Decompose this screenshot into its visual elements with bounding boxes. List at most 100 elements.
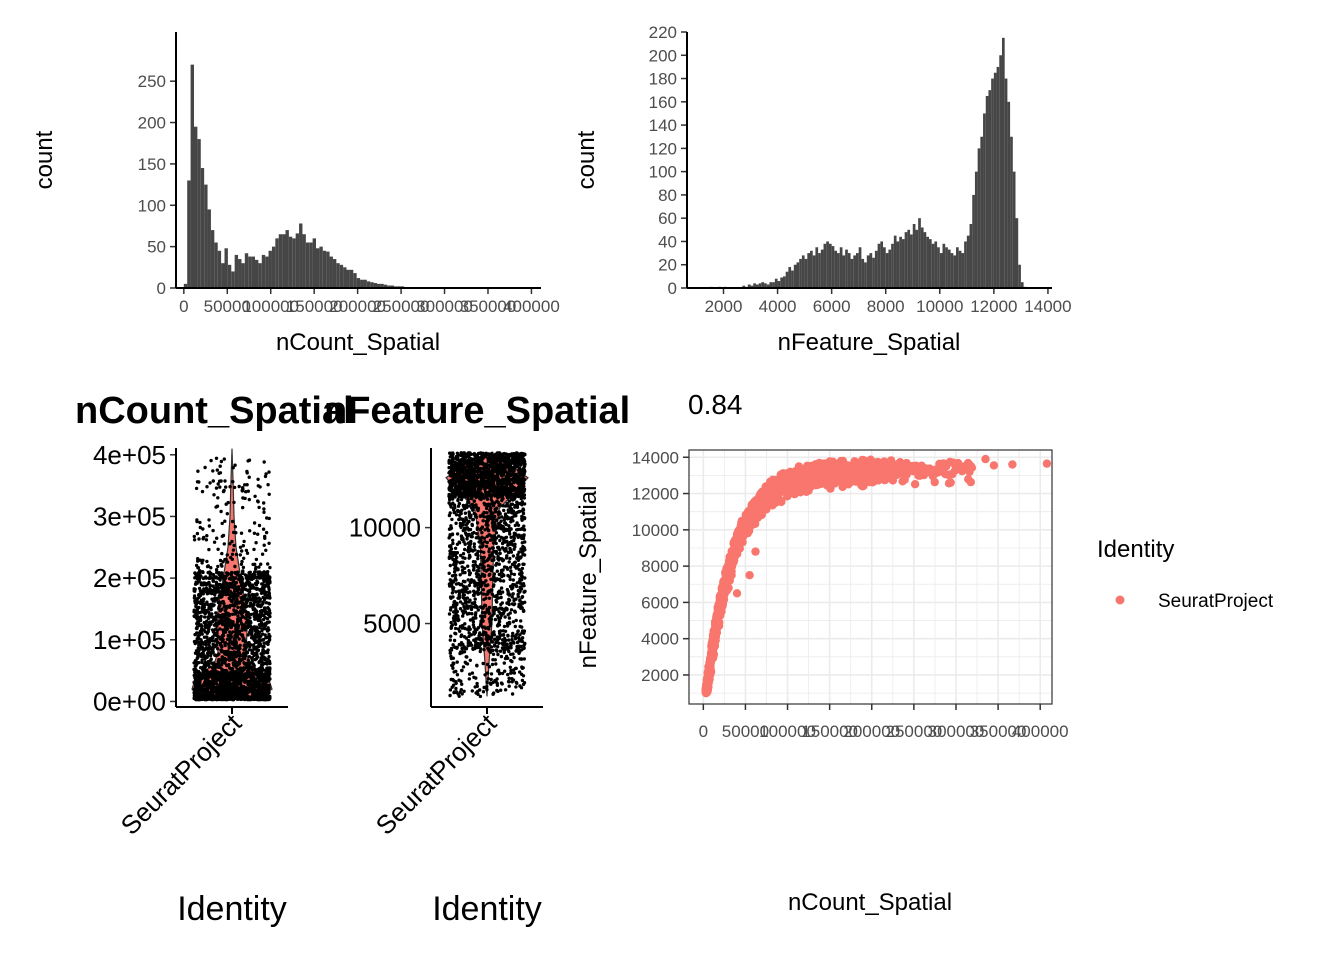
data-point (223, 679, 228, 683)
data-point (201, 576, 206, 580)
data-point (267, 655, 271, 659)
data-point (453, 631, 457, 635)
data-point (249, 612, 253, 617)
data-point (240, 579, 244, 583)
data-point (520, 595, 524, 600)
data-point (244, 587, 248, 592)
data-point (232, 485, 237, 490)
histogram-bar (918, 218, 921, 288)
histogram-bar (915, 229, 919, 288)
data-point (505, 607, 509, 611)
data-point (202, 603, 206, 607)
data-point (459, 582, 464, 586)
data-point (520, 625, 524, 629)
data-point (220, 660, 225, 665)
data-point (219, 509, 223, 514)
histogram-bar (332, 259, 337, 288)
data-point (475, 681, 479, 686)
data-point (221, 622, 225, 627)
data-point (231, 576, 235, 580)
data-point (246, 679, 250, 684)
data-point (196, 574, 200, 579)
data-point (465, 537, 469, 541)
data-point (220, 655, 225, 660)
data-point (240, 633, 245, 637)
data-point (494, 648, 498, 652)
data-point (462, 635, 467, 639)
data-point (233, 587, 237, 591)
data-point (239, 562, 244, 566)
data-point (256, 532, 260, 536)
histogram-bar (305, 242, 310, 288)
data-point (449, 524, 453, 528)
histogram-bar (828, 243, 832, 288)
data-point (494, 549, 498, 554)
data-point (499, 595, 503, 600)
data-point (213, 677, 218, 681)
histogram-bar (292, 238, 296, 288)
histogram-bar (966, 235, 970, 288)
data-point (202, 669, 206, 673)
data-point (256, 668, 261, 672)
data-point (230, 612, 235, 616)
data-point (216, 564, 220, 569)
histogram-bar (370, 282, 374, 288)
data-point (492, 558, 496, 562)
histogram-bar (956, 247, 959, 288)
data-point (257, 523, 262, 528)
data-point (192, 609, 197, 613)
y-tick-label: 140 (649, 116, 677, 135)
histogram-bar (377, 283, 381, 288)
data-point (234, 580, 238, 585)
data-point (509, 652, 513, 656)
data-point (455, 567, 459, 571)
y-tick-label: 3e+05 (93, 501, 166, 531)
histogram-bar (801, 255, 805, 288)
data-point (253, 681, 257, 685)
data-point (207, 606, 211, 610)
data-point (194, 684, 199, 689)
data-point (458, 561, 462, 565)
data-point (501, 633, 506, 637)
data-point (217, 619, 221, 623)
data-point (461, 665, 466, 669)
data-point (491, 546, 495, 550)
histogram-bar (896, 241, 900, 288)
data-point (240, 623, 245, 627)
data-point (253, 570, 257, 574)
histogram-bar (299, 223, 303, 288)
data-point (263, 536, 267, 540)
data-point (471, 568, 476, 572)
histogram-bar (1015, 218, 1019, 288)
histogram-bar (947, 249, 951, 288)
data-point (501, 579, 506, 583)
data-point (248, 630, 252, 635)
data-point (520, 541, 524, 545)
data-point (448, 563, 452, 568)
data-point (202, 535, 206, 540)
data-point (516, 629, 520, 634)
data-point (515, 528, 519, 532)
data-point (234, 650, 238, 654)
y-tick-label: 100 (138, 196, 166, 215)
data-point (484, 641, 488, 646)
data-point (239, 668, 243, 673)
data-point (253, 615, 257, 619)
data-point (215, 662, 219, 667)
histogram-bar (190, 64, 194, 289)
data-point (196, 694, 200, 699)
data-point (241, 657, 245, 661)
data-point (514, 685, 518, 689)
data-point (199, 624, 204, 628)
data-point (237, 587, 241, 591)
data-point (267, 516, 271, 521)
data-point (221, 612, 225, 617)
data-point (257, 505, 261, 510)
data-point (460, 682, 464, 686)
data-point (225, 553, 229, 557)
data-point (240, 626, 244, 631)
data-point (472, 589, 476, 593)
histogram-bar (312, 238, 317, 288)
data-point (199, 666, 203, 670)
data-point (511, 582, 515, 587)
